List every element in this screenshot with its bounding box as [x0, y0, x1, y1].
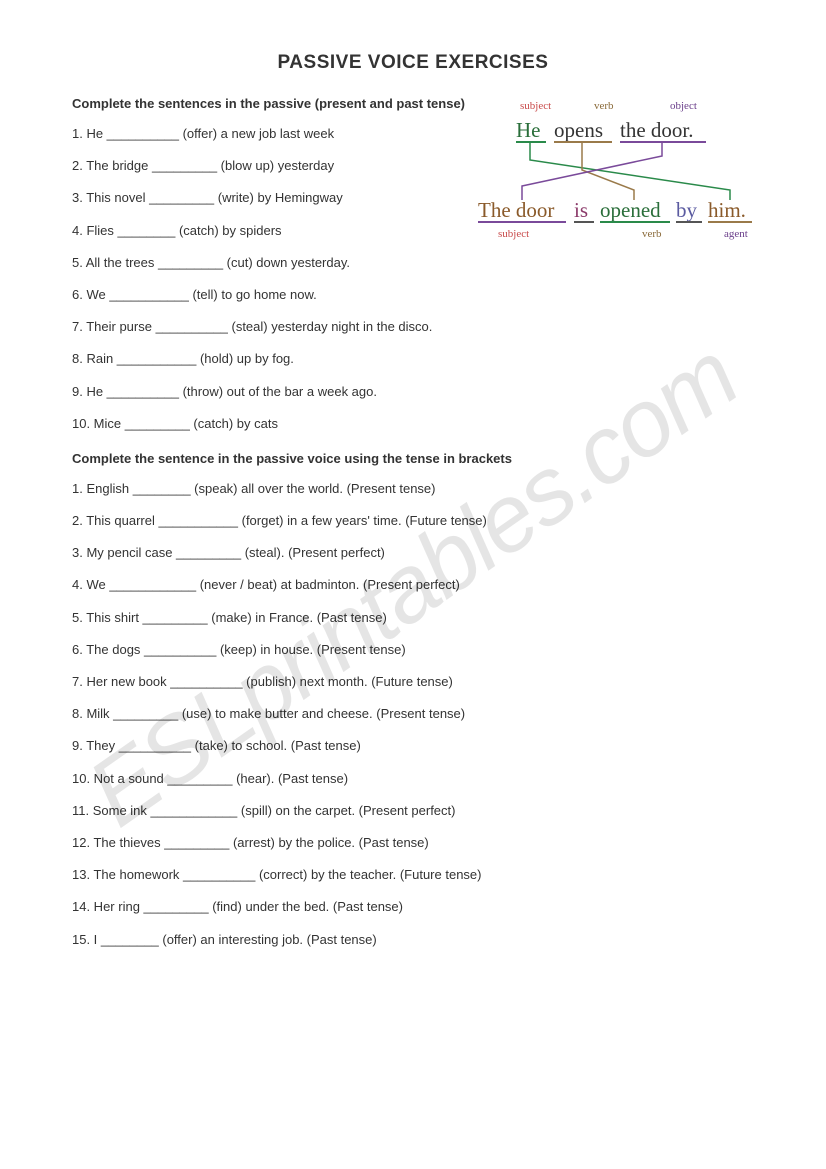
exercise-item: 13. The homework __________ (correct) by…	[72, 866, 754, 884]
exercise-item: 10. Mice _________ (catch) by cats	[72, 415, 752, 433]
exercise-item: 14. Her ring _________ (find) under the …	[72, 898, 754, 916]
diagram-passive-is: is	[574, 198, 588, 223]
section-2-heading: Complete the sentence in the passive voi…	[72, 451, 754, 466]
diagram-passive-by: by	[676, 198, 697, 223]
diagram-label-subject-top: subject	[520, 100, 551, 112]
exercise-item: 2. This quarrel ___________ (forget) in …	[72, 512, 754, 530]
exercise-item: 4. We ____________ (never / beat) at bad…	[72, 576, 754, 594]
diagram-passive-opened: opened	[600, 198, 661, 223]
exercise-item: 1. He __________ (offer) a new job last …	[72, 125, 502, 143]
exercise-item: 9. He __________ (throw) out of the bar …	[72, 383, 752, 401]
section-2: Complete the sentence in the passive voi…	[72, 451, 754, 949]
section-2-list: 1. English ________ (speak) all over the…	[72, 480, 754, 949]
exercise-item: 5. All the trees _________ (cut) down ye…	[72, 254, 502, 272]
exercise-item: 1. English ________ (speak) all over the…	[72, 480, 754, 498]
exercise-item: 4. Flies ________ (catch) by spiders	[72, 222, 502, 240]
exercise-item: 3. My pencil case _________ (steal). (Pr…	[72, 544, 754, 562]
exercise-item: 9. They __________ (take) to school. (Pa…	[72, 737, 754, 755]
diagram-label-object-top: object	[670, 100, 697, 112]
exercise-item: 7. Her new book __________ (publish) nex…	[72, 673, 754, 691]
exercise-item: 8. Rain ___________ (hold) up by fog.	[72, 350, 752, 368]
exercise-item: 8. Milk _________ (use) to make butter a…	[72, 705, 754, 723]
diagram-label-verb-top: verb	[594, 100, 614, 112]
section-1: Complete the sentences in the passive (p…	[72, 96, 754, 433]
exercise-item: 2. The bridge _________ (blow up) yester…	[72, 157, 502, 175]
exercise-item: 6. The dogs __________ (keep) in house. …	[72, 641, 754, 659]
exercise-item: 7. Their purse __________ (steal) yester…	[72, 318, 752, 336]
exercise-item: 3. This novel _________ (write) by Hemin…	[72, 189, 502, 207]
document-content: PASSIVE VOICE EXERCISES Complete the sen…	[72, 52, 754, 949]
diagram-label-agent-bottom: agent	[724, 228, 748, 240]
exercise-item: 15. I ________ (offer) an interesting jo…	[72, 931, 754, 949]
exercise-item: 6. We ___________ (tell) to go home now.	[72, 286, 502, 304]
passive-voice-diagram: subject verb object He opens the door. T…	[474, 100, 774, 250]
diagram-active-opens: opens	[554, 118, 603, 143]
diagram-passive-him: him.	[708, 198, 746, 223]
exercise-item: 5. This shirt _________ (make) in France…	[72, 609, 754, 627]
diagram-active-he: He	[516, 118, 541, 143]
exercise-item: 10. Not a sound _________ (hear). (Past …	[72, 770, 754, 788]
exercise-item: 12. The thieves _________ (arrest) by th…	[72, 834, 754, 852]
exercise-item: 11. Some ink ____________ (spill) on the…	[72, 802, 754, 820]
diagram-passive-thedoor: The door	[478, 198, 554, 223]
diagram-active-thedoor: the door.	[620, 118, 694, 143]
page-title: PASSIVE VOICE EXERCISES	[72, 52, 754, 74]
diagram-label-verb-bottom: verb	[642, 228, 662, 240]
diagram-label-subject-bottom: subject	[498, 228, 529, 240]
